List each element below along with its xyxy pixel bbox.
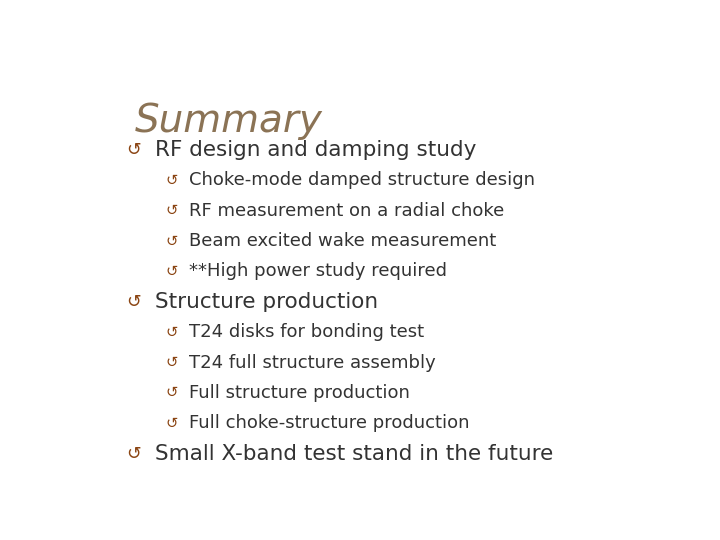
Text: Small X-band test stand in the future: Small X-band test stand in the future <box>156 443 554 463</box>
Text: RF measurement on a radial choke: RF measurement on a radial choke <box>189 202 504 220</box>
Text: Structure production: Structure production <box>156 292 379 312</box>
Text: ↺: ↺ <box>166 325 178 340</box>
FancyBboxPatch shape <box>84 60 654 485</box>
Text: **High power study required: **High power study required <box>189 262 447 280</box>
Text: ↺: ↺ <box>126 141 141 159</box>
Text: T24 full structure assembly: T24 full structure assembly <box>189 354 436 372</box>
Text: ↺: ↺ <box>166 234 178 248</box>
Text: ↺: ↺ <box>166 203 178 218</box>
Text: Full structure production: Full structure production <box>189 384 410 402</box>
Text: Choke-mode damped structure design: Choke-mode damped structure design <box>189 171 535 190</box>
Text: T24 disks for bonding test: T24 disks for bonding test <box>189 323 424 341</box>
Text: ↺: ↺ <box>126 293 141 311</box>
Text: Beam excited wake measurement: Beam excited wake measurement <box>189 232 496 250</box>
Text: ↺: ↺ <box>166 173 178 188</box>
Text: Summary: Summary <box>135 102 323 140</box>
Text: ↺: ↺ <box>126 444 141 463</box>
Text: RF design and damping study: RF design and damping study <box>156 140 477 160</box>
Text: Full choke-structure production: Full choke-structure production <box>189 414 469 432</box>
Text: ↺: ↺ <box>166 264 178 279</box>
Text: ↺: ↺ <box>166 416 178 431</box>
Text: ↺: ↺ <box>166 386 178 400</box>
Text: ↺: ↺ <box>166 355 178 370</box>
